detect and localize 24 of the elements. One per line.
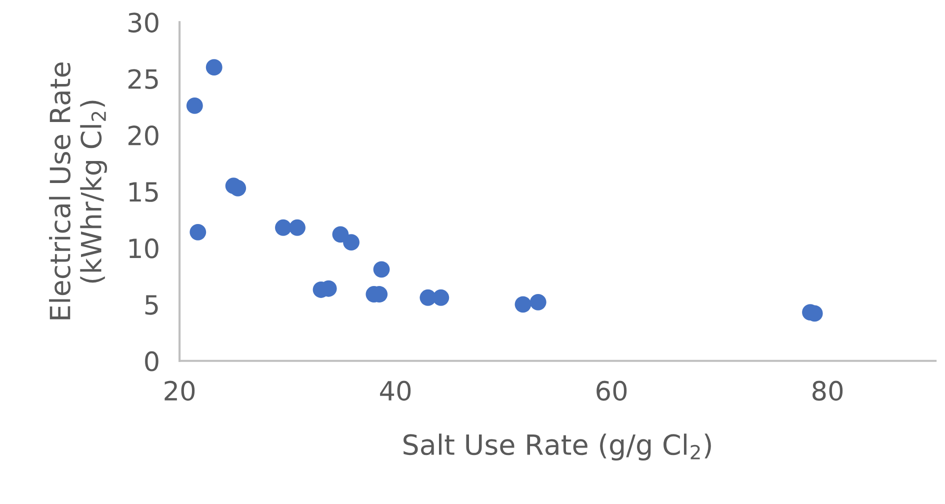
point <box>230 180 246 196</box>
x-tick-label: 40 <box>380 380 411 401</box>
y-axis-title: Electrical Use Rate (kWhr/kg Cl$_{2}$) <box>49 62 108 320</box>
point <box>289 219 306 236</box>
x-tick-label: 60 <box>596 380 627 401</box>
point <box>206 59 222 76</box>
y-tick-label: 0 <box>145 351 158 372</box>
y-tick-label: 5 <box>145 295 158 315</box>
point <box>190 224 206 240</box>
x-tick-label: 80 <box>812 380 843 401</box>
point <box>186 98 203 114</box>
y-tick-label: 20 <box>128 126 158 146</box>
point <box>432 289 450 306</box>
x-tick-label: 20 <box>164 380 195 401</box>
x-axis-title: Salt Use Rate (g/g Cl$_{2}$) <box>404 434 711 461</box>
point <box>275 219 292 236</box>
y-tick-label: 15 <box>129 182 158 202</box>
y-tick-label: 25 <box>128 69 158 90</box>
point <box>530 294 546 310</box>
y-tick-label: 10 <box>129 238 158 258</box>
point <box>514 296 532 313</box>
point <box>343 234 360 251</box>
y-tick-label: 30 <box>128 12 158 33</box>
point <box>373 261 390 278</box>
